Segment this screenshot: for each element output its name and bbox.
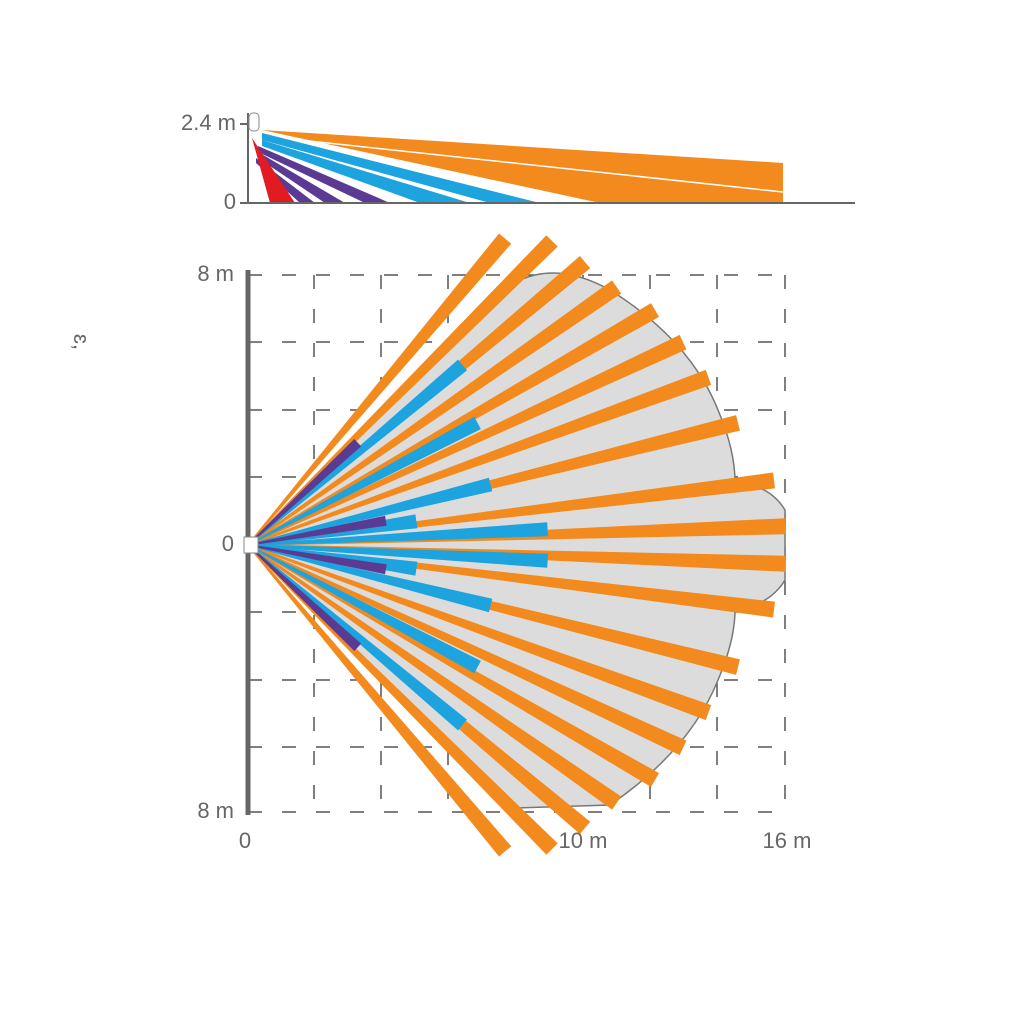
ray bbox=[253, 549, 362, 651]
ground-label: 0 bbox=[224, 189, 236, 214]
ray bbox=[256, 416, 481, 542]
rays bbox=[253, 233, 786, 857]
sensor bbox=[248, 112, 260, 132]
side-mark: ɛ, bbox=[69, 334, 94, 350]
purple-zone bbox=[258, 152, 345, 203]
ray bbox=[254, 235, 558, 539]
ray bbox=[257, 522, 548, 546]
ray bbox=[257, 477, 493, 544]
ray bbox=[253, 233, 512, 538]
top-view: 8 m 0 8 m 0 10 m 16 m bbox=[197, 233, 812, 857]
ray-line bbox=[299, 139, 784, 193]
red-zone bbox=[252, 138, 295, 203]
ray bbox=[254, 551, 558, 855]
y-label: 0 bbox=[222, 531, 234, 556]
ray bbox=[255, 280, 622, 541]
y-label: 8 m bbox=[197, 798, 234, 823]
y-label: 8 m bbox=[197, 261, 234, 286]
blue-zone bbox=[262, 133, 540, 203]
orange-zone bbox=[262, 130, 783, 203]
purple-zone bbox=[258, 146, 390, 203]
ray bbox=[253, 552, 512, 857]
ray bbox=[255, 549, 622, 810]
sensor bbox=[243, 536, 259, 554]
ray bbox=[255, 545, 387, 575]
side-view: 2.4 m 0 bbox=[181, 110, 855, 214]
ray bbox=[256, 548, 687, 756]
ray bbox=[255, 359, 467, 540]
ray bbox=[257, 369, 712, 543]
ray bbox=[255, 550, 467, 731]
ray bbox=[256, 334, 687, 542]
ray bbox=[256, 548, 481, 674]
height-label: 2.4 m bbox=[181, 110, 236, 135]
x-label: 16 m bbox=[763, 828, 812, 853]
x-label: 10 m bbox=[559, 828, 608, 853]
blue-zone bbox=[262, 140, 470, 203]
ray bbox=[257, 547, 712, 721]
ray bbox=[257, 544, 548, 568]
ray bbox=[256, 549, 660, 787]
ray bbox=[257, 546, 493, 613]
ray bbox=[255, 515, 387, 545]
ray bbox=[253, 439, 362, 541]
x-label: 0 bbox=[239, 828, 251, 853]
ray bbox=[256, 303, 660, 541]
